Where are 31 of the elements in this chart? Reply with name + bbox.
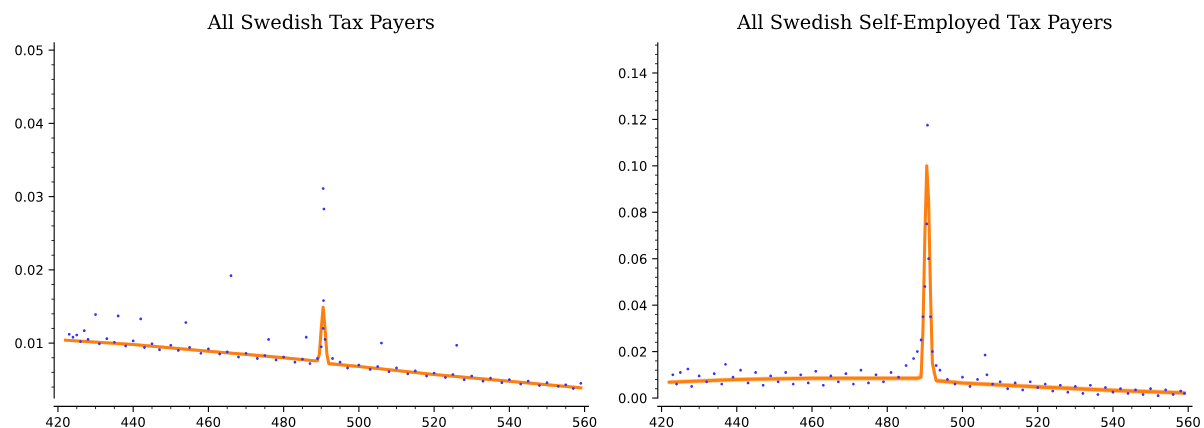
y-tick-label: 0.10 bbox=[618, 161, 647, 172]
y-tick-label: 0.01 bbox=[15, 338, 43, 349]
x-tick-label: 480 bbox=[271, 417, 296, 427]
x-tick-label: 520 bbox=[422, 417, 446, 427]
chart-title: All Swedish Tax Payers bbox=[207, 14, 434, 34]
y-tick-label: 0.02 bbox=[618, 346, 647, 357]
y-tick-label: 0.04 bbox=[618, 300, 647, 311]
y-tick-label: 0.06 bbox=[618, 253, 647, 264]
x-tick-label: 560 bbox=[573, 417, 597, 427]
x-tick-label: 420 bbox=[45, 417, 70, 427]
y-tick-label: 0.12 bbox=[618, 114, 647, 125]
y-tick-label: 0.02 bbox=[15, 265, 43, 276]
x-tick-label: 460 bbox=[196, 417, 221, 427]
x-tick-label: 560 bbox=[1176, 417, 1200, 427]
x-tick-label: 460 bbox=[800, 417, 824, 427]
y-tick-label: 0.05 bbox=[15, 45, 43, 56]
x-tick-label: 440 bbox=[724, 417, 749, 427]
x-tick-label: 440 bbox=[121, 417, 145, 427]
y-tick-label: 0.04 bbox=[15, 118, 44, 129]
y-tick-label: 0.08 bbox=[618, 207, 647, 218]
y-tick-label: 0.00 bbox=[618, 393, 647, 404]
chart-title: All Swedish Self-Employed Tax Payers bbox=[737, 14, 1112, 34]
x-tick-label: 540 bbox=[497, 417, 522, 427]
x-tick-label: 520 bbox=[1026, 417, 1050, 427]
x-tick-label: 480 bbox=[875, 417, 899, 427]
y-tick-label: 0.03 bbox=[15, 191, 43, 202]
x-tick-label: 420 bbox=[649, 417, 674, 427]
y-tick-label: 0.14 bbox=[618, 68, 647, 79]
x-tick-label: 500 bbox=[950, 417, 975, 427]
x-tick-label: 500 bbox=[347, 417, 371, 427]
x-tick-label: 540 bbox=[1101, 417, 1125, 427]
